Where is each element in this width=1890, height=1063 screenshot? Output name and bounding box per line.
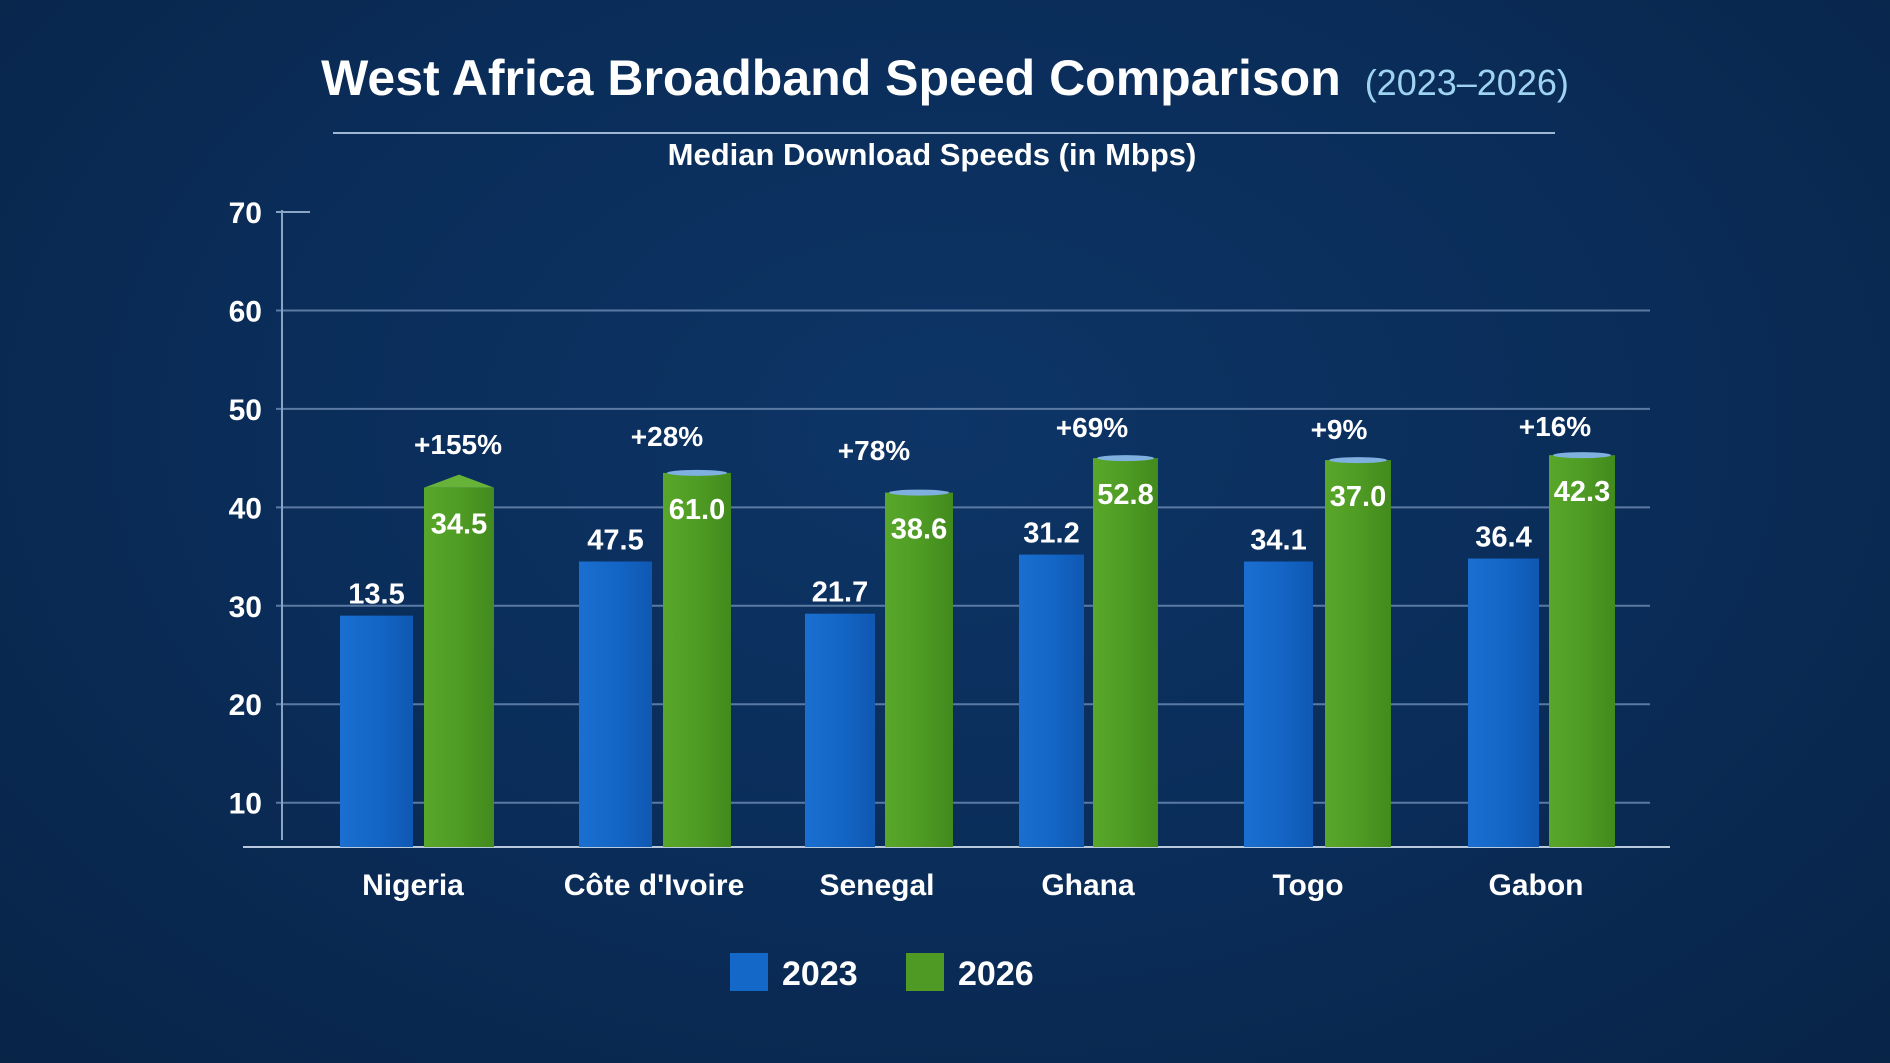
x-category-label: Ghana [1041,869,1135,902]
bar-2026-5 [1549,455,1615,847]
change-label: +9% [1311,414,1368,445]
bar-2026-0 [424,487,494,847]
chart-title: West Africa Broadband Speed Comparison (… [321,50,1569,106]
bar-2026-cap-3 [1097,455,1154,462]
bar-2026-cap-2 [889,489,949,496]
value-label-2023: 36.4 [1475,522,1531,554]
legend: 2023 2026 [730,953,1034,993]
x-category-label: Côte d'Ivoire [564,869,745,902]
legend-label-2023: 2023 [782,955,858,993]
bar-2026-cap-0 [424,474,494,488]
bar-2023-0 [340,615,413,847]
bar-2023-2 [805,613,875,847]
value-label-2026: 34.5 [431,509,487,541]
value-label-2026: 38.6 [891,514,947,546]
legend-swatch-2023 [730,953,768,991]
x-category-label: Senegal [819,869,934,902]
legend-label-2026: 2026 [958,955,1034,993]
y-tick-label: 40 [229,492,262,525]
change-label: +69% [1056,412,1128,443]
change-label: +78% [838,435,910,466]
bar-2026-cap-5 [1553,452,1611,459]
value-label-2023: 13.5 [348,579,404,611]
x-axis-categories: Nigeria Côte d'Ivoire Senegal Ghana Togo Gabo… [362,869,1583,902]
value-label-2026: 52.8 [1097,479,1153,511]
change-label: +28% [631,421,703,452]
bar-2023-4 [1244,561,1313,847]
bar-labels: 13.5 34.5 +155% 47.5 61.0 +28% 21.7 38.6 +78% 31.… [348,411,1610,611]
bar-2023-3 [1019,554,1084,847]
y-tick-label: 10 [229,788,262,821]
value-label-2026: 61.0 [669,494,725,526]
value-label-2023: 34.1 [1250,524,1306,556]
bar-2026-2 [885,492,953,847]
bar-2026-1 [663,472,731,847]
chart-subtitle: Median Download Speeds (in Mbps) [668,137,1197,172]
value-label-2023: 31.2 [1023,518,1079,550]
bar-2026-cap-1 [667,469,727,476]
gridlines [276,211,1650,804]
change-label: +16% [1519,411,1591,442]
x-category-label: Gabon [1489,869,1584,902]
value-label-2023: 21.7 [812,577,868,609]
change-label: +155% [414,429,502,460]
value-label-2023: 47.5 [587,524,643,556]
bar-2023-1 [579,561,652,847]
y-tick-label: 50 [229,394,262,427]
x-category-label: Togo [1272,869,1343,902]
value-label-2026: 42.3 [1554,476,1610,508]
y-tick-label: 70 [229,197,262,230]
y-axis-ticks: 10 20 30 40 50 60 70 [229,197,262,821]
y-tick-label: 20 [229,689,262,722]
bar-2026-3 [1093,458,1158,847]
x-category-label: Nigeria [362,869,464,902]
bar-2026-cap-4 [1329,457,1387,464]
legend-swatch-2026 [906,953,944,991]
bars [340,452,1615,847]
bar-2026-4 [1325,460,1391,847]
value-label-2026: 37.0 [1330,481,1386,513]
y-tick-label: 30 [229,591,262,624]
bar-2023-5 [1468,558,1539,847]
y-tick-label: 60 [229,295,262,328]
